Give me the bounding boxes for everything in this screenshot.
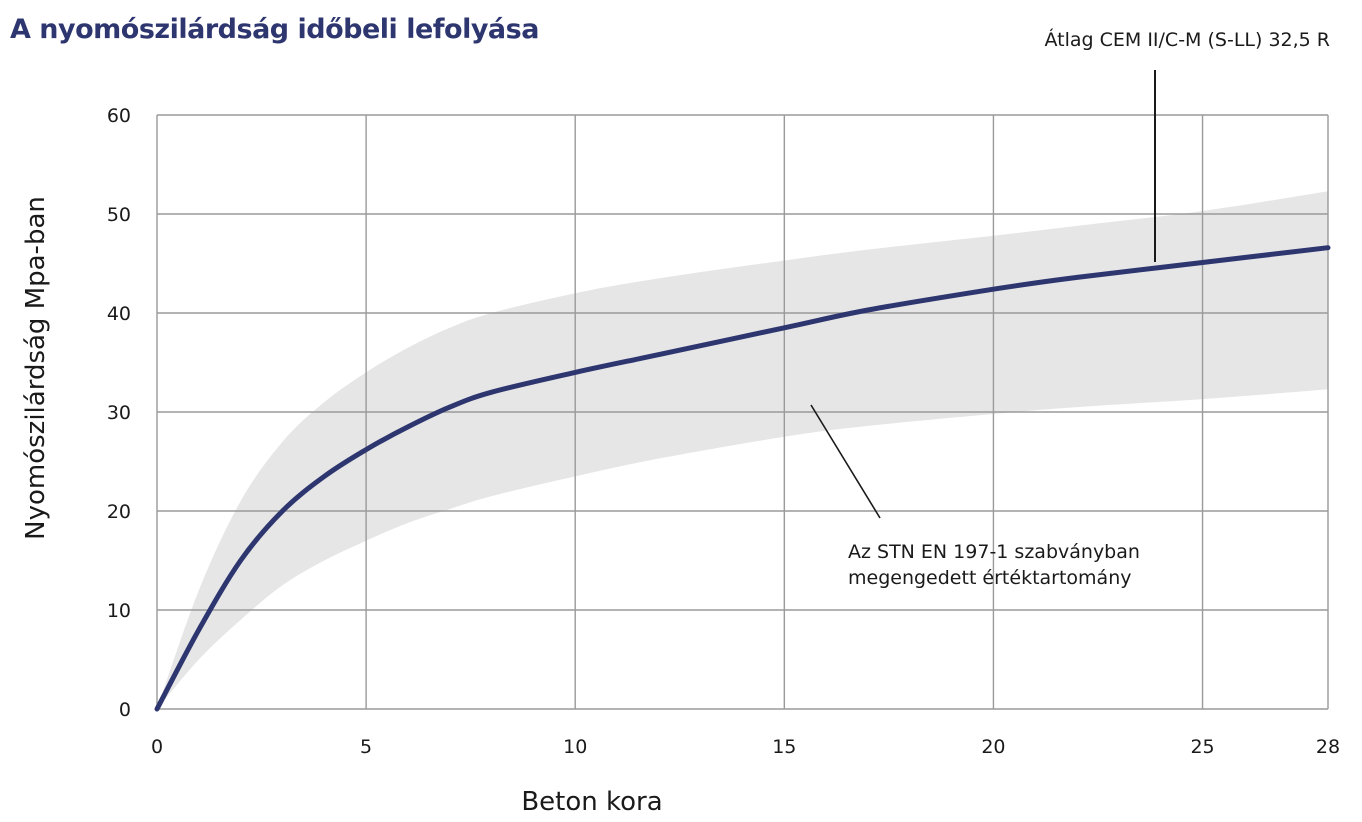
x-tick-label: 25 — [1190, 736, 1214, 758]
y-tick-label: 10 — [107, 600, 131, 622]
band-annotation-line1: Az STN EN 197-1 szabványban — [848, 541, 1140, 563]
tolerance-band — [157, 191, 1328, 709]
x-tick-label: 15 — [772, 736, 796, 758]
x-tick-label: 20 — [981, 736, 1005, 758]
x-tick-label: 28 — [1316, 736, 1340, 758]
y-tick-label: 30 — [107, 402, 131, 424]
x-tick-label: 0 — [151, 736, 163, 758]
chart-title: A nyomószilárdság időbeli lefolyása — [10, 14, 539, 45]
y-tick-label: 0 — [119, 699, 131, 721]
band-annotation-line2: megengedett értéktartomány — [848, 567, 1132, 589]
y-tick-label: 60 — [107, 105, 131, 127]
tick-labels-layer: 0 5 10 15 20 25 28 0 10 20 30 40 50 60 — [107, 105, 1340, 758]
y-tick-label: 40 — [107, 303, 131, 325]
annotation-layer: Átlag CEM II/C-M (S-LL) 32,5 R Az STN EN… — [810, 28, 1330, 589]
y-tick-label: 50 — [107, 204, 131, 226]
grid-layer — [156, 114, 1329, 710]
tolerance-band-layer — [157, 191, 1328, 709]
band-leader-line — [810, 404, 881, 519]
y-axis-label: Nyomószilárdság Mpa-ban — [21, 196, 51, 540]
x-tick-label: 10 — [563, 736, 587, 758]
series-line-layer — [154, 245, 1331, 712]
x-axis-label: Beton kora — [521, 787, 662, 817]
x-tick-label: 5 — [360, 736, 372, 758]
y-tick-label: 20 — [107, 501, 131, 523]
series-line — [154, 245, 1331, 712]
average-annotation: Átlag CEM II/C-M (S-LL) 32,5 R — [1044, 28, 1330, 51]
